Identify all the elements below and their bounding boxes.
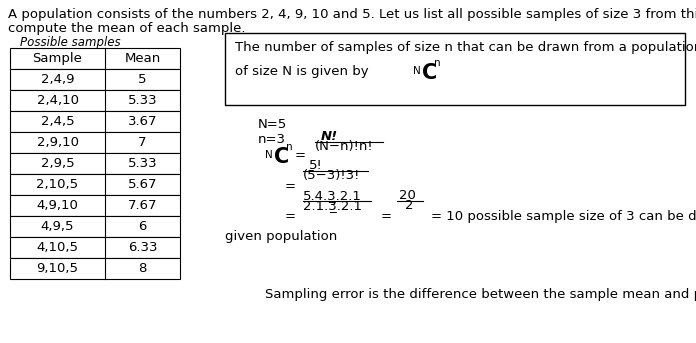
Text: 5.33: 5.33 xyxy=(127,94,157,107)
Text: n: n xyxy=(434,58,441,68)
Bar xyxy=(10,153,180,174)
Text: 4,9,10: 4,9,10 xyxy=(37,199,79,212)
Text: (5−3)!3!: (5−3)!3! xyxy=(303,169,361,182)
Text: 2,4,9: 2,4,9 xyxy=(41,73,74,86)
Text: The number of samples of size n that can be drawn from a population: The number of samples of size n that can… xyxy=(235,41,696,54)
Text: Sampling error is the difference between the sample mean and population mean: Sampling error is the difference between… xyxy=(265,288,696,301)
Text: 5: 5 xyxy=(139,73,147,86)
Bar xyxy=(10,48,180,69)
Text: 20: 20 xyxy=(399,189,416,202)
Text: 5.33: 5.33 xyxy=(127,157,157,170)
Text: 7.67: 7.67 xyxy=(128,199,157,212)
Bar xyxy=(10,132,180,153)
Bar xyxy=(10,195,180,216)
Bar xyxy=(10,69,180,90)
Text: 2,9,5: 2,9,5 xyxy=(40,157,74,170)
Text: (N−n)!n!: (N−n)!n! xyxy=(315,140,374,153)
Text: 5!: 5! xyxy=(309,159,323,172)
Text: A population consists of the numbers 2, 4, 9, 10 and 5. Let us list all possible: A population consists of the numbers 2, … xyxy=(8,8,696,21)
Text: 8: 8 xyxy=(139,262,147,275)
Text: 4,9,5: 4,9,5 xyxy=(41,220,74,233)
Bar xyxy=(10,111,180,132)
Text: of size N is given by: of size N is given by xyxy=(235,65,373,78)
Text: Mean: Mean xyxy=(125,52,161,65)
Text: N!: N! xyxy=(321,130,338,143)
Bar xyxy=(10,258,180,279)
Text: 2,4,5: 2,4,5 xyxy=(40,115,74,128)
Text: 5.4.3̲.2.1: 5.4.3̲.2.1 xyxy=(303,189,362,202)
Text: Sample: Sample xyxy=(33,52,82,65)
Text: n: n xyxy=(286,142,292,152)
Text: Possible samples: Possible samples xyxy=(20,36,120,49)
Text: N=5: N=5 xyxy=(258,118,287,131)
Text: C: C xyxy=(274,147,290,167)
Text: given population: given population xyxy=(225,230,338,243)
Text: 6.33: 6.33 xyxy=(128,241,157,254)
Text: 7: 7 xyxy=(139,136,147,149)
Bar xyxy=(10,216,180,237)
Text: 6: 6 xyxy=(139,220,147,233)
Text: 4,10,5: 4,10,5 xyxy=(36,241,79,254)
Text: =: = xyxy=(295,149,306,162)
Text: =: = xyxy=(285,180,296,193)
Bar xyxy=(10,90,180,111)
Text: n=3: n=3 xyxy=(258,133,286,146)
Text: N: N xyxy=(265,150,273,160)
Text: compute the mean of each sample.: compute the mean of each sample. xyxy=(8,22,246,35)
Text: =: = xyxy=(285,210,296,223)
Text: 2,9,10: 2,9,10 xyxy=(36,136,79,149)
Text: 2,10,5: 2,10,5 xyxy=(36,178,79,191)
Text: 9,10,5: 9,10,5 xyxy=(36,262,79,275)
Text: 3.67: 3.67 xyxy=(128,115,157,128)
Bar xyxy=(225,33,685,105)
Text: 2.1.3̲.2.1: 2.1.3̲.2.1 xyxy=(303,199,362,212)
Text: 2: 2 xyxy=(405,199,413,212)
Text: =: = xyxy=(381,210,392,223)
Text: C: C xyxy=(422,63,437,83)
Text: 5.67: 5.67 xyxy=(128,178,157,191)
Text: = 10 possible sample size of 3 can be drawn from: = 10 possible sample size of 3 can be dr… xyxy=(431,210,696,223)
Bar xyxy=(10,237,180,258)
Text: 2,4,10: 2,4,10 xyxy=(36,94,79,107)
Text: N: N xyxy=(413,66,421,76)
Bar xyxy=(10,174,180,195)
